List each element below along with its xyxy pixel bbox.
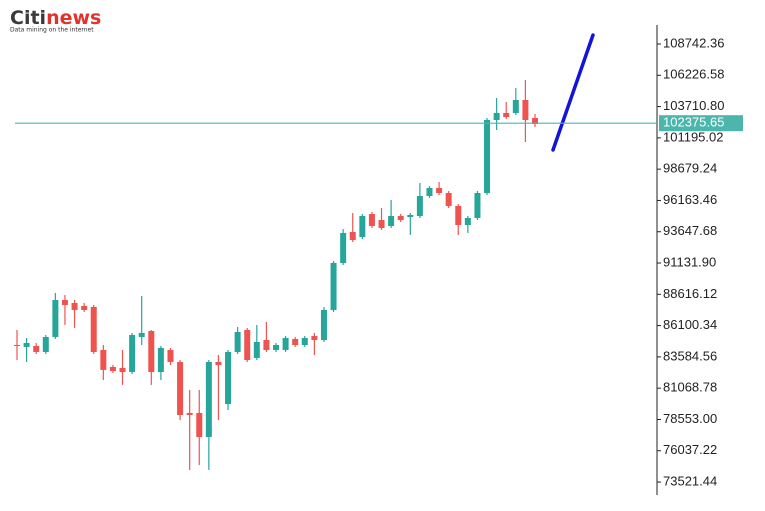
- candle-body: [81, 305, 88, 310]
- candle-body: [100, 349, 107, 370]
- candle-body: [33, 345, 40, 352]
- y-tick-label: 103710.80: [663, 98, 724, 113]
- candle-body: [407, 214, 414, 217]
- candle-body: [474, 193, 481, 218]
- candle-body: [90, 306, 97, 352]
- candle-body: [522, 99, 529, 120]
- logo-name: Citinews: [10, 7, 101, 29]
- candle-body: [138, 332, 145, 337]
- candle-body: [464, 217, 471, 225]
- candle-body: [349, 231, 356, 240]
- candle-body: [532, 118, 538, 124]
- candle-body: [167, 349, 174, 362]
- candle-body: [426, 188, 433, 196]
- candle-body: [42, 336, 49, 352]
- y-tick-label: 101195.02: [663, 129, 724, 144]
- y-tick-label: 76037.22: [663, 442, 717, 457]
- candle-body: [157, 347, 164, 372]
- candle-body: [14, 344, 20, 346]
- candle-body: [340, 232, 347, 263]
- candle-body: [282, 337, 289, 350]
- y-tick-label: 78553.00: [663, 411, 717, 426]
- y-tick-label: 98679.24: [663, 161, 717, 176]
- candle-body: [71, 302, 78, 310]
- y-tick-label: 91131.90: [663, 254, 716, 269]
- candle-body: [244, 329, 251, 360]
- candle-body: [186, 412, 193, 415]
- candle-body: [311, 335, 318, 340]
- candle-body: [263, 339, 270, 350]
- y-tick-label: 88616.12: [663, 286, 717, 301]
- y-tick-label: 83584.56: [663, 348, 717, 363]
- candle-body: [388, 215, 395, 226]
- candle-body: [493, 113, 500, 120]
- candle-body: [445, 193, 452, 206]
- last-price-label: 102375.65: [663, 115, 724, 130]
- candle-body: [225, 351, 232, 404]
- y-tick-label: 96163.46: [663, 192, 717, 207]
- y-tick-label: 108742.36: [663, 35, 724, 50]
- candle-body: [378, 219, 385, 228]
- logo: Citinews Data mining on the internet: [10, 7, 101, 34]
- y-tick-label: 106226.58: [663, 67, 724, 82]
- last-price-box: [659, 115, 743, 132]
- candle-body: [397, 215, 404, 220]
- candle-body: [148, 330, 155, 372]
- candle-body: [512, 99, 519, 114]
- candle-body: [205, 361, 212, 437]
- logo-part: news: [46, 7, 101, 29]
- trend-drawing: [551, 33, 595, 152]
- y-tick-label: 93647.68: [663, 223, 717, 238]
- logo-part: Citi: [10, 7, 46, 29]
- candle-body: [416, 195, 423, 216]
- candle-body: [23, 342, 30, 347]
- candle-body: [177, 361, 184, 415]
- candle-body: [455, 205, 462, 225]
- candle-body: [61, 299, 68, 305]
- candle-body: [368, 213, 375, 226]
- candle-body: [52, 299, 59, 337]
- y-tick-label: 73521.44: [663, 473, 717, 488]
- candle-body: [484, 119, 491, 194]
- candle-body: [196, 412, 203, 437]
- candle-body: [273, 344, 279, 350]
- candle-body: [301, 337, 308, 345]
- candle-body: [215, 361, 222, 365]
- candle-body: [129, 334, 136, 372]
- candle-body: [119, 367, 126, 372]
- candle-body: [320, 309, 327, 340]
- y-tick-label: 86100.34: [663, 317, 717, 332]
- candle-body: [234, 331, 241, 352]
- candle-body: [503, 113, 510, 117]
- candle-body: [436, 188, 443, 194]
- candle-body: [292, 338, 299, 345]
- logo-tagline: Data mining on the internet: [10, 27, 94, 34]
- y-tick-label: 81068.78: [663, 380, 717, 395]
- candle-body: [253, 341, 260, 358]
- candle-body: [330, 262, 337, 310]
- candle-body: [109, 366, 116, 371]
- candle-body: [359, 215, 366, 237]
